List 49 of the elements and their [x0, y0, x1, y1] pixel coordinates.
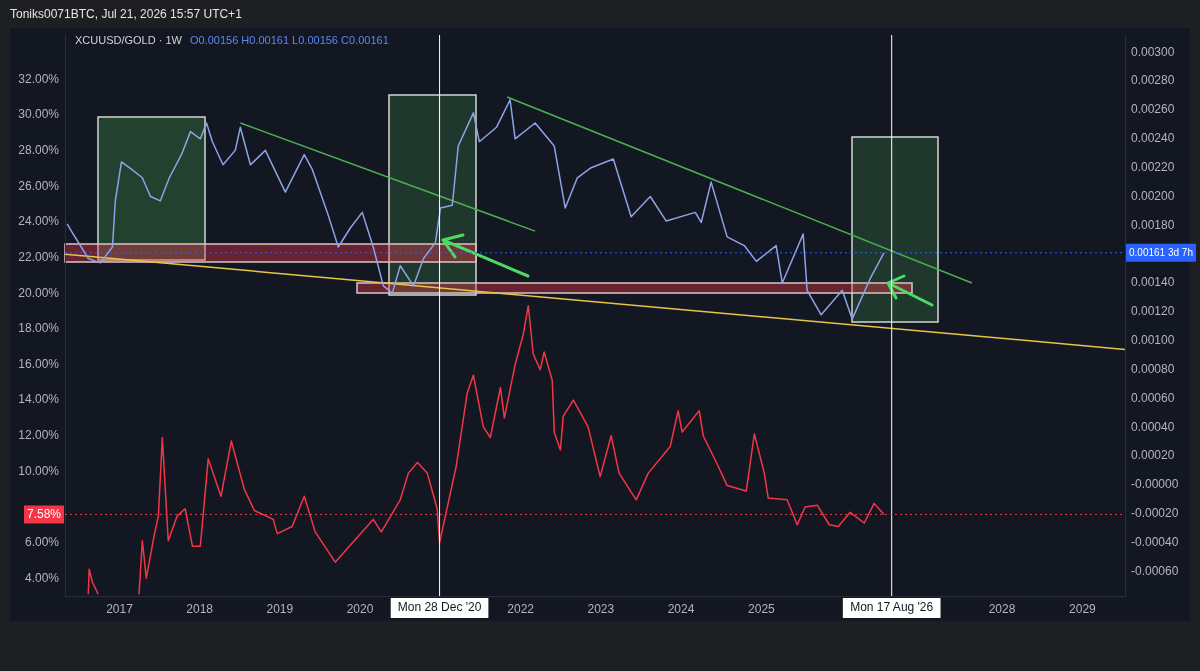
y-tick-label: 16.00%	[18, 356, 60, 371]
y-tick-label: 26.00%	[18, 178, 60, 193]
y2-tick-label: 0.00300	[1131, 44, 1175, 59]
x-tick-label: 2020	[346, 601, 374, 616]
y2-tick-label: -0.00000	[1131, 477, 1179, 492]
y2-tick-label: 0.00220	[1131, 159, 1175, 174]
y-tick-label: 10.00%	[18, 463, 60, 478]
ref-line-label: 7.58%	[26, 506, 62, 521]
y2-tick-label: 0.00140	[1131, 275, 1175, 290]
y2-tick-label: 0.00200	[1131, 188, 1175, 203]
y-tick-label: 6.00%	[24, 534, 60, 549]
y2-tick-label: 0.00100	[1131, 333, 1175, 348]
annotation: O0.00156 H0.00161 L0.00156 C0.00161	[189, 34, 389, 46]
y2-tick-label: 0.00060	[1131, 390, 1175, 405]
y2-tick-label: 0.00240	[1131, 131, 1175, 146]
x-tick-label: 2022	[507, 601, 535, 616]
x-tick-label: 2029	[1069, 601, 1097, 616]
y2-tick-label: 0.00260	[1131, 102, 1175, 117]
x-tick-label: 2018	[186, 601, 214, 616]
y-tick-label: 14.00%	[18, 392, 60, 407]
y-tick-label: 12.00%	[18, 428, 60, 443]
ref-line-label: 0.00161 3d 7h	[1129, 246, 1193, 258]
chart-title: Toniks0071BTC, Jul 21, 2026 15:57 UTC+1	[10, 7, 242, 21]
y-tick-label: 22.00%	[18, 249, 60, 264]
y-tick-label: 30.00%	[18, 107, 60, 122]
chart-subtitle: XCUUSD/GOLD · 1W	[75, 34, 182, 46]
x-tick-label: 2028	[988, 601, 1016, 616]
y-tick-label: 20.00%	[18, 285, 60, 300]
y2-tick-label: 0.00020	[1131, 448, 1175, 463]
y-tick-label: 28.00%	[18, 143, 60, 158]
y-tick-label: 4.00%	[24, 570, 60, 585]
ref-line-label: Mon 28 Dec '20	[397, 600, 482, 615]
y-tick-label: 32.00%	[18, 71, 60, 86]
y-tick-label: 24.00%	[18, 214, 60, 229]
x-tick-label: 2023	[587, 601, 615, 616]
y-tick-label: 18.00%	[18, 321, 60, 336]
y2-tick-label: -0.00040	[1131, 534, 1179, 549]
x-tick-label: 2025	[748, 601, 776, 616]
y2-tick-label: 0.00180	[1131, 217, 1175, 232]
y2-tick-label: -0.00060	[1131, 563, 1179, 578]
y2-tick-label: 0.00040	[1131, 419, 1175, 434]
y2-tick-label: 0.00080	[1131, 361, 1175, 376]
y2-tick-label: -0.00020	[1131, 506, 1179, 521]
x-tick-label: 2017	[106, 601, 134, 616]
y2-tick-label: 0.00120	[1131, 304, 1175, 319]
ref-line-label: Mon 17 Aug '26	[850, 600, 934, 615]
y2-tick-label: 0.00280	[1131, 73, 1175, 88]
x-tick-label: 2019	[266, 601, 294, 616]
x-tick-label: 2024	[667, 601, 695, 616]
